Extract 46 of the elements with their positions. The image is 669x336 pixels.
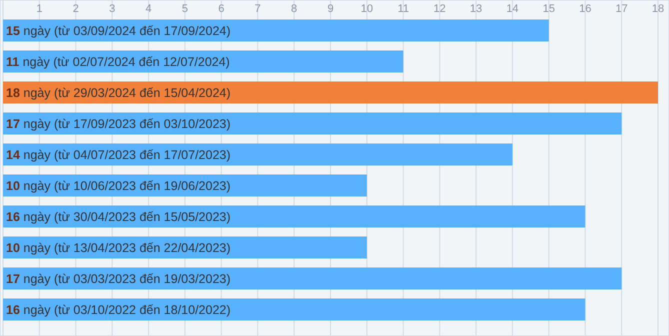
bar	[3, 143, 512, 166]
y-tick-label: ngày (từ 29/03/2024 đến 15/04/2024)	[20, 86, 231, 100]
data-label: 10	[6, 178, 20, 193]
bar	[3, 205, 586, 228]
data-label: 16	[6, 302, 20, 317]
x-tick-label: 14	[506, 3, 519, 15]
x-tick-label: 1	[36, 3, 42, 15]
x-tick-label: 3	[109, 3, 116, 15]
data-label: 17	[6, 272, 20, 286]
x-tick-label: 13	[470, 3, 482, 15]
y-tick-label: ngày (từ 04/07/2023 đến 17/07/2023)	[20, 148, 231, 162]
x-tick-label: 5	[182, 3, 188, 15]
bar	[3, 19, 549, 42]
bar	[3, 81, 658, 104]
y-tick-label: ngày (từ 03/09/2024 đến 17/09/2024)	[20, 24, 231, 38]
x-tick-label: 8	[291, 3, 298, 15]
x-tick-label: 4	[145, 3, 152, 15]
x-tick-label: 2	[72, 3, 79, 15]
y-tick-label: ngày (từ 03/10/2022 đến 18/10/2022)	[20, 302, 231, 317]
x-tick-label: 17	[615, 3, 628, 15]
data-label: 18	[6, 86, 20, 100]
x-tick-label: 12	[434, 3, 446, 15]
data-label: 15	[6, 24, 20, 38]
x-tick-label: 15	[542, 3, 555, 15]
x-tick-label: 7	[254, 3, 261, 15]
bar	[3, 112, 622, 135]
y-tick-label: ngày (từ 17/09/2023 đến 03/10/2023)	[20, 116, 231, 131]
data-label: 10	[6, 240, 20, 255]
bar	[3, 298, 586, 321]
bar	[3, 50, 404, 73]
x-tick-label: 6	[218, 3, 224, 15]
data-label: 16	[6, 210, 20, 224]
x-tick-label: 11	[398, 3, 409, 15]
data-label: 14	[6, 148, 20, 162]
x-tick-label: 16	[579, 3, 592, 15]
y-tick-label: ngày (từ 02/07/2024 đến 12/07/2024)	[19, 54, 230, 69]
y-tick-label: ngày (từ 30/04/2023 đến 15/05/2023)	[20, 210, 231, 224]
y-tick-label: ngày (từ 13/04/2023 đến 22/04/2023)	[20, 240, 231, 255]
data-label: 17	[6, 116, 20, 131]
x-tick-label: 10	[360, 3, 374, 15]
data-label: 11	[6, 54, 20, 69]
x-tick-label: 18	[652, 3, 664, 15]
x-tick-label: 9	[327, 3, 334, 15]
bar	[3, 267, 622, 290]
y-tick-label: ngày (từ 10/06/2023 đến 19/06/2023)	[20, 178, 231, 193]
y-tick-label: ngày (từ 03/03/2023 đến 19/03/2023)	[20, 272, 231, 286]
